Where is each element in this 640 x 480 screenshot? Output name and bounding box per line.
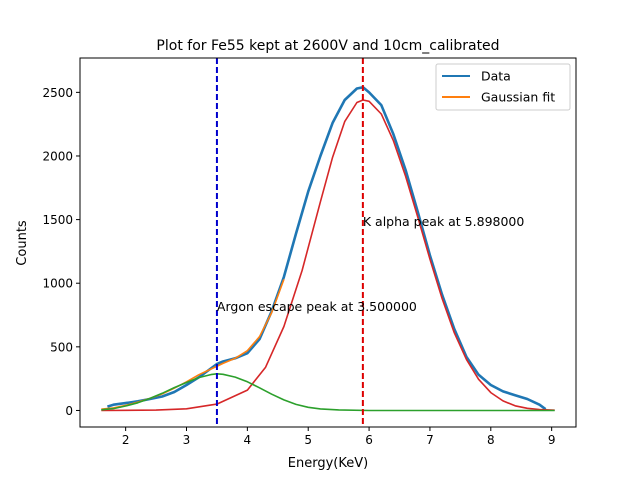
y-axis-label: Counts [15,220,30,266]
annotation-1: Argon escape peak at 3.500000 [217,299,417,314]
series-line-3 [101,373,555,412]
y-tick-label: 1000 [42,277,73,291]
y-tick-label: 2000 [42,149,73,163]
y-tick-label: 500 [50,340,73,354]
annotation-0: K alpha peak at 5.898000 [363,214,525,229]
x-tick-label: 7 [426,433,434,447]
chart-title: Plot for Fe55 kept at 2600V and 10cm_cal… [156,38,499,54]
plot-frame [79,57,577,428]
x-tick-label: 5 [304,433,312,447]
y-tick-label: 2500 [42,86,73,100]
x-tick-label: 8 [487,433,495,447]
y-axis-ticks: 0 500 1000 1500 2000 2500 [42,86,80,418]
x-tick-label: 3 [183,433,191,447]
y-tick-label: 1500 [42,213,73,227]
series-layer [101,86,555,412]
vline-layer [215,58,364,427]
x-axis-label: Energy(KeV) [288,456,368,471]
x-tick-label: 2 [122,433,130,447]
x-axis-ticks: 2 3 4 5 6 7 8 9 [122,427,556,447]
x-tick-label: 9 [548,433,556,447]
x-tick-label: 6 [365,433,373,447]
series-line-0 [107,86,547,411]
series-line-2 [101,99,555,412]
legend-data-label: Data [481,69,511,84]
x-tick-label: 4 [244,433,252,447]
annotation-layer: K alpha peak at 5.898000 Argon escape pea… [217,214,524,314]
legend: Data Gaussian fit [435,63,571,111]
y-tick-label: 0 [65,404,73,418]
legend-fit-label: Gaussian fit [481,90,555,105]
